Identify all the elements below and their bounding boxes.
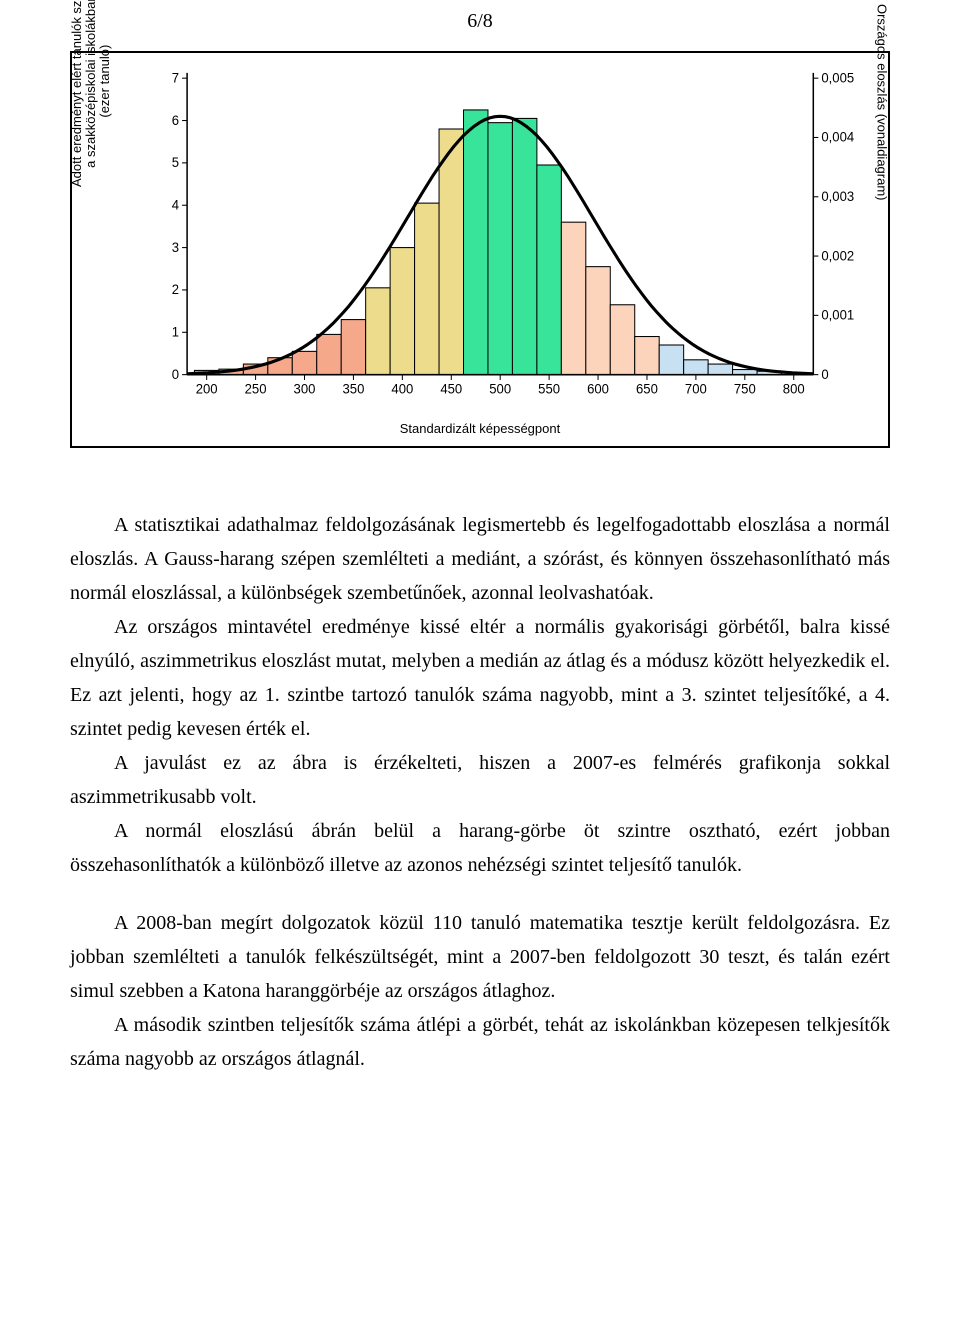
svg-text:0: 0 xyxy=(821,367,828,382)
svg-text:800: 800 xyxy=(783,381,805,396)
svg-text:7: 7 xyxy=(172,70,179,85)
svg-text:3: 3 xyxy=(172,240,179,255)
svg-text:1: 1 xyxy=(172,324,179,339)
paragraph-6: A második szintben teljesítők száma átlé… xyxy=(70,1008,890,1076)
svg-text:0,004: 0,004 xyxy=(821,129,854,144)
svg-text:6: 6 xyxy=(172,112,179,127)
svg-text:200: 200 xyxy=(196,381,218,396)
svg-text:0,002: 0,002 xyxy=(821,248,854,263)
histogram-chart: 0 1 2 3 4 5 6 7 0 0,001 0,002 0,003 0,004 0,005 200 250… xyxy=(76,57,884,417)
svg-text:650: 650 xyxy=(636,381,658,396)
svg-text:0,005: 0,005 xyxy=(821,70,854,85)
svg-text:300: 300 xyxy=(294,381,316,396)
svg-text:250: 250 xyxy=(245,381,267,396)
svg-text:0: 0 xyxy=(172,367,179,382)
svg-text:0,001: 0,001 xyxy=(821,307,854,322)
svg-text:5: 5 xyxy=(172,155,179,170)
svg-text:2: 2 xyxy=(172,282,179,297)
svg-text:0,003: 0,003 xyxy=(821,189,854,204)
svg-text:450: 450 xyxy=(440,381,462,396)
svg-text:350: 350 xyxy=(342,381,364,396)
paragraph-2: Az országos mintavétel eredménye kissé e… xyxy=(70,610,890,746)
paragraph-1: A statisztikai adathalmaz feldolgozásána… xyxy=(70,508,890,610)
svg-text:4: 4 xyxy=(172,197,180,212)
svg-text:550: 550 xyxy=(538,381,560,396)
paragraph-4: A normál eloszlású ábrán belül a harang-… xyxy=(70,814,890,882)
x-axis-label: Standardizált képességpont xyxy=(76,421,884,436)
page-number: 6/8 xyxy=(70,10,890,33)
y-left-axis-label: Adott eredményt elért tanulók száma a sz… xyxy=(70,0,112,187)
svg-text:600: 600 xyxy=(587,381,609,396)
y-right-axis-label: Országos eloszlás (vonaldiagram) xyxy=(875,4,890,201)
paragraph-3: A javulást ez az ábra is érzékelteti, hi… xyxy=(70,746,890,814)
paragraph-5: A 2008-ban megírt dolgozatok közül 110 t… xyxy=(70,906,890,1008)
svg-text:700: 700 xyxy=(685,381,707,396)
svg-text:500: 500 xyxy=(489,381,511,396)
chart-svg: 0 1 2 3 4 5 6 7 0 0,001 0,002 0,003 0,004 0,005 200 250… xyxy=(76,57,884,417)
svg-text:400: 400 xyxy=(391,381,413,396)
chart-frame: 0 1 2 3 4 5 6 7 0 0,001 0,002 0,003 0,004 0,005 200 250… xyxy=(70,51,890,448)
body-text: A statisztikai adathalmaz feldolgozásána… xyxy=(70,508,890,1076)
svg-text:750: 750 xyxy=(734,381,756,396)
